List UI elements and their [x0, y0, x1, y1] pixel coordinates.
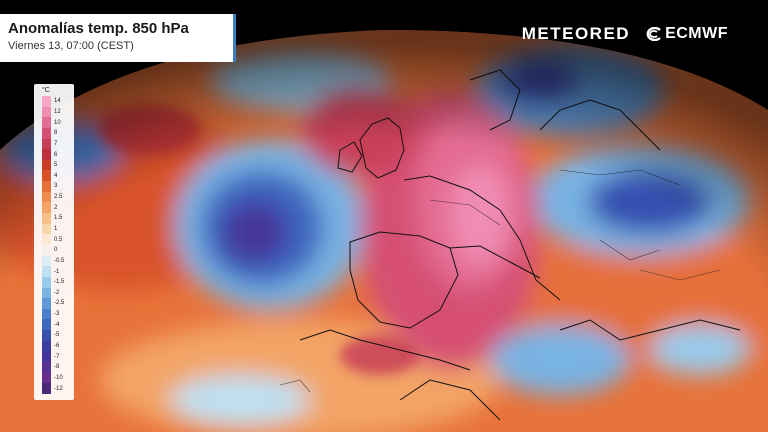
legend-swatch — [42, 362, 51, 373]
meteored-logo: METEORED — [521, 24, 631, 43]
legend-label: 3 — [54, 183, 58, 190]
legend-label: 1 — [54, 226, 58, 232]
legend-label: 1.5 — [54, 215, 63, 222]
legend-label: 0 — [54, 247, 58, 254]
map-title: Anomalías temp. 850 hPa — [8, 20, 189, 37]
legend-swatch — [42, 308, 51, 320]
legend-swatch — [42, 149, 51, 160]
legend-swatch — [42, 244, 51, 256]
legend-label: -5 — [54, 332, 60, 339]
legend-swatch — [42, 96, 51, 107]
legend-swatch — [42, 383, 51, 394]
legend-swatch — [42, 276, 51, 288]
legend-label: 0.5 — [54, 236, 63, 243]
legend-label: 7 — [54, 140, 58, 147]
legend-swatch — [42, 255, 51, 267]
ecmwf-logo-text: ECMWF — [665, 25, 728, 42]
legend-label: -12 — [54, 385, 63, 392]
legend-label: -1 — [54, 268, 60, 275]
legend-label: -0.5 — [54, 257, 65, 264]
legend-swatch — [42, 191, 51, 203]
legend-swatch — [42, 117, 51, 128]
legend-label: -2 — [54, 289, 60, 296]
legend-labels: 14 12 10 8 7 6 5 4 3 2.5 2 1.5 1 0.5 0 -0.5 -1 -1.5 -2 -2.5… — [54, 96, 74, 394]
legend-label: 10 — [54, 119, 61, 126]
legend-swatch — [42, 138, 51, 150]
legend-swatch — [42, 319, 51, 331]
legend-color-bar — [42, 96, 51, 394]
legend-swatch — [42, 287, 51, 299]
legend-label: 2 — [54, 204, 58, 211]
legend-label: -3 — [54, 311, 60, 318]
color-legend: °C 14 12 10 8 7 6 5 4 3 2.5 2 1.5 1 0.5 0 -0.5 -1 -1.5 -2 -… — [34, 84, 74, 400]
legend-unit: °C — [42, 87, 50, 94]
legend-label: 14 — [54, 98, 61, 105]
legend-swatch — [42, 170, 51, 182]
legend-swatch — [42, 330, 51, 341]
legend-label: -2.5 — [54, 300, 65, 307]
legend-swatch — [42, 266, 51, 277]
legend-swatch — [42, 372, 51, 384]
legend-label: 8 — [54, 130, 58, 137]
legend-label: -8 — [54, 364, 60, 371]
legend-swatch — [42, 298, 51, 309]
legend-swatch — [42, 181, 51, 192]
legend-swatch — [42, 213, 51, 224]
legend-swatch — [42, 234, 51, 245]
legend-label: 2.5 — [54, 194, 63, 201]
ecmwf-logo: ECMWF — [644, 25, 728, 43]
legend-swatch — [42, 223, 51, 235]
legend-label: 6 — [54, 151, 58, 158]
brand-logos: METEORED ECMWF — [522, 24, 728, 44]
legend-swatch — [42, 340, 51, 352]
legend-label: 5 — [54, 162, 58, 169]
ecmwf-swirl-icon — [646, 27, 661, 41]
legend-label: -7 — [54, 353, 60, 360]
legend-swatch — [42, 202, 51, 214]
legend-label: -6 — [54, 343, 60, 350]
legend-swatch — [42, 127, 51, 139]
legend-label: -1.5 — [54, 279, 65, 286]
legend-label: -4 — [54, 321, 60, 328]
legend-swatch — [42, 351, 51, 363]
map-title-box: Anomalías temp. 850 hPa Viernes 13, 07:0… — [0, 14, 236, 62]
legend-swatch — [42, 106, 51, 118]
legend-label: -10 — [54, 374, 63, 381]
legend-label: 4 — [54, 172, 58, 179]
legend-swatch — [42, 159, 51, 171]
map-subtitle: Viernes 13, 07:00 (CEST) — [8, 40, 134, 52]
legend-label: 12 — [54, 108, 61, 115]
